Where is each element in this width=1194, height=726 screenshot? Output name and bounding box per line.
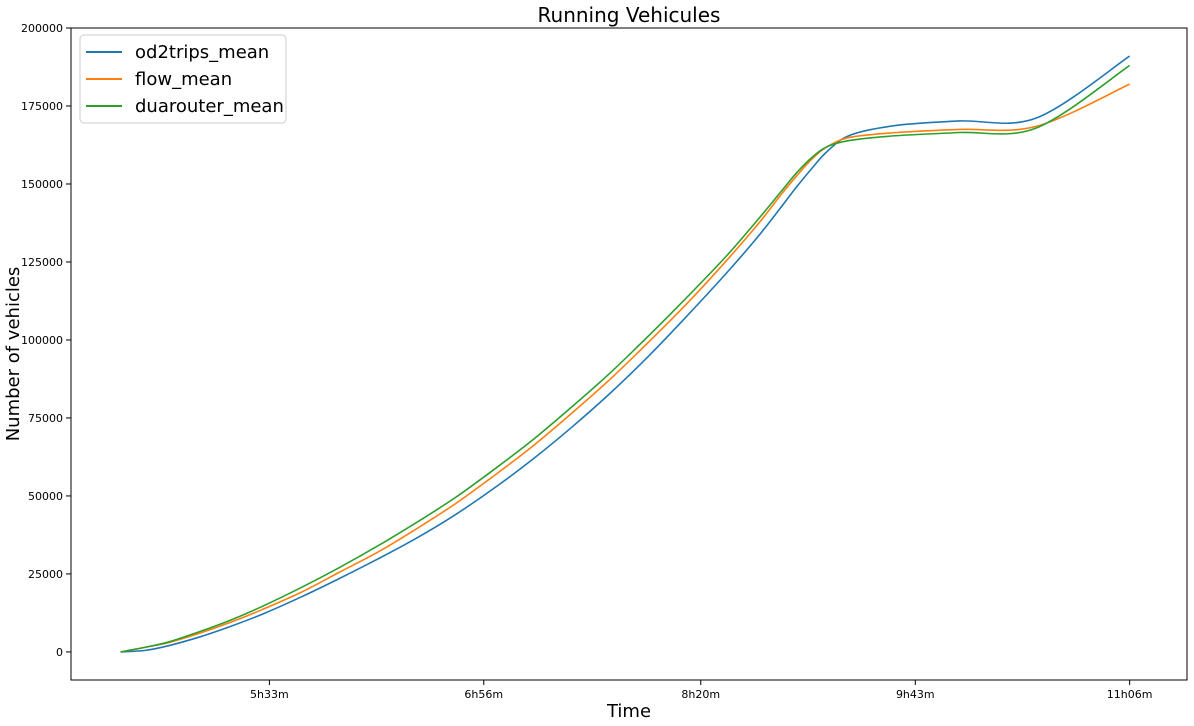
y-tick-label: 25000 <box>28 568 63 581</box>
y-tick-label: 175000 <box>21 100 63 113</box>
y-axis-label: Number of vehicles <box>3 267 24 442</box>
series-line-flow-mean <box>120 83 1130 653</box>
y-tick-label: 100000 <box>21 334 63 347</box>
x-tick-label: 6h56m <box>464 688 503 701</box>
x-axis-ticks: 5h33m 6h56m 8h20m 9h43m 11h06m <box>250 680 1152 701</box>
x-tick-label: 9h43m <box>896 688 935 701</box>
legend: od2trips_mean flow_mean duarouter_mean <box>79 34 287 124</box>
x-tick-label: 8h20m <box>681 688 720 701</box>
y-tick-label: 0 <box>56 646 63 659</box>
y-axis-ticks: 0 25000 50000 75000 100000 125000 150000 175000… <box>21 22 71 659</box>
series-lines <box>120 55 1131 653</box>
legend-entries: od2trips_mean flow_mean duarouter_mean <box>86 42 284 117</box>
legend-label: flow_mean <box>135 69 232 90</box>
y-tick-label: 50000 <box>28 490 63 503</box>
series-line-od2trips-mean <box>120 55 1131 653</box>
legend-label: od2trips_mean <box>135 42 269 63</box>
legend-label: duarouter_mean <box>135 96 284 117</box>
x-axis-label: Time <box>606 701 651 722</box>
x-tick-label: 11h06m <box>1107 688 1153 701</box>
series-line-duarouter-mean <box>120 64 1131 653</box>
legend-box <box>79 34 287 124</box>
y-tick-label: 200000 <box>21 22 63 35</box>
y-tick-label: 150000 <box>21 178 63 191</box>
plot-frame <box>70 27 1188 681</box>
x-tick-label: 5h33m <box>250 688 289 701</box>
chart-title: Running Vehicules <box>538 3 721 27</box>
y-tick-label: 125000 <box>21 256 63 269</box>
y-tick-label: 75000 <box>28 412 63 425</box>
